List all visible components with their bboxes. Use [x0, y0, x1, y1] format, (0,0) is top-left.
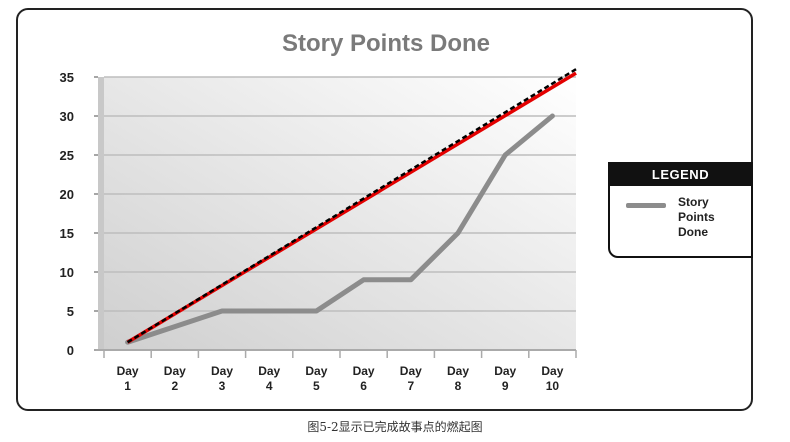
x-tick-label: 3	[219, 379, 226, 393]
x-tick-label: Day	[353, 364, 375, 378]
y-tick-label: 25	[60, 148, 74, 163]
x-tick-label: 6	[360, 379, 367, 393]
x-tick-label: Day	[447, 364, 469, 378]
y-tick-label: 30	[60, 109, 74, 124]
x-tick-label: Day	[117, 364, 139, 378]
x-tick-label: Day	[258, 364, 280, 378]
y-tick-label: 10	[60, 265, 74, 280]
y-axis-wall	[98, 77, 104, 350]
x-tick-label: 5	[313, 379, 320, 393]
x-tick-label: Day	[400, 364, 422, 378]
x-tick-label: 7	[407, 379, 414, 393]
y-tick-label: 35	[60, 70, 74, 85]
series-line	[125, 113, 555, 345]
legend-label: Story Points Done	[678, 195, 715, 239]
y-tick-label: 0	[67, 343, 74, 358]
x-tick-label: 9	[502, 379, 509, 393]
x-tick-label: Day	[211, 364, 233, 378]
figure-caption: 图5-2显示已完成故事点的燃起图	[307, 420, 483, 434]
x-tick-label: 8	[455, 379, 462, 393]
y-tick-label: 5	[67, 304, 74, 319]
x-tick-label: Day	[494, 364, 516, 378]
legend: LEGEND Story Points Done	[608, 162, 753, 258]
x-tick-label: Day	[164, 364, 186, 378]
legend-header: LEGEND	[610, 164, 751, 186]
x-tick-label: 1	[124, 379, 131, 393]
legend-item: Story Points Done	[610, 186, 751, 256]
x-tick-label: Day	[305, 364, 327, 378]
x-tick-label: 2	[171, 379, 178, 393]
target-red-line	[126, 71, 577, 344]
x-tick-label: Day	[541, 364, 563, 378]
y-tick-label: 20	[60, 187, 74, 202]
x-tick-label: 10	[546, 379, 560, 393]
y-tick-label: 15	[60, 226, 74, 241]
x-tick-label: 4	[266, 379, 273, 393]
legend-swatch	[626, 203, 666, 208]
chart-title: Story Points Done	[282, 30, 490, 57]
